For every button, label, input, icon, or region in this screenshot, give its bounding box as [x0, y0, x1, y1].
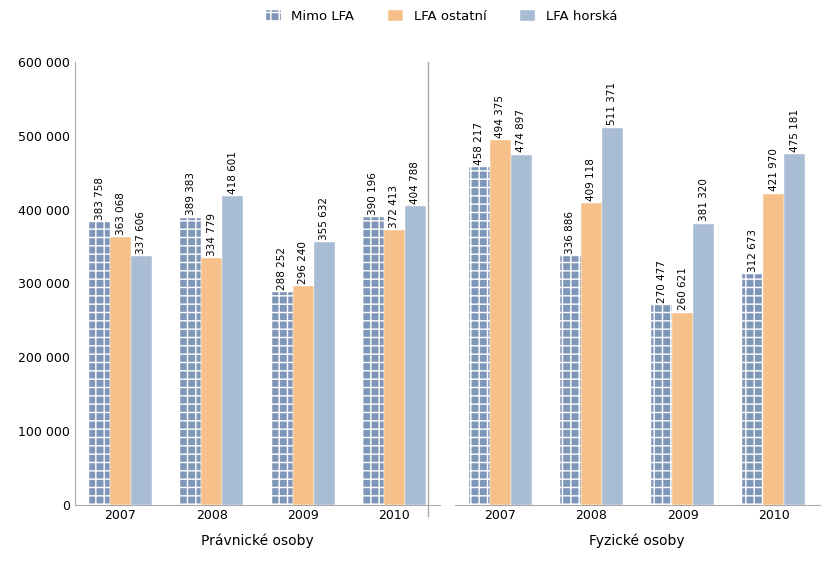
Bar: [560, 256, 581, 505]
Text: 372 413: 372 413: [389, 185, 399, 228]
Bar: [581, 203, 602, 505]
Bar: [404, 206, 426, 505]
Bar: [110, 237, 131, 505]
Bar: [602, 128, 623, 505]
X-axis label: Právnické osoby: Právnické osoby: [201, 534, 314, 548]
Bar: [271, 292, 293, 505]
Bar: [693, 223, 714, 505]
Bar: [511, 155, 532, 505]
Bar: [742, 274, 764, 505]
Bar: [363, 217, 384, 505]
Text: 409 118: 409 118: [587, 158, 597, 201]
Text: 511 371: 511 371: [607, 82, 617, 125]
Text: 474 897: 474 897: [516, 109, 526, 153]
Text: 418 601: 418 601: [228, 151, 238, 194]
Text: 312 673: 312 673: [748, 229, 758, 272]
Bar: [131, 256, 152, 505]
Text: 260 621: 260 621: [677, 268, 687, 310]
Bar: [181, 218, 201, 505]
Bar: [222, 196, 243, 505]
Text: 494 375: 494 375: [495, 95, 505, 138]
Text: 334 779: 334 779: [207, 213, 217, 256]
Bar: [314, 243, 334, 505]
Text: 336 886: 336 886: [566, 211, 576, 254]
Text: 363 068: 363 068: [116, 192, 126, 235]
Bar: [293, 286, 314, 505]
Bar: [384, 230, 404, 505]
Legend: Mimo LFA, LFA ostatní, LFA horská: Mimo LFA, LFA ostatní, LFA horská: [265, 10, 617, 23]
Text: 389 383: 389 383: [186, 172, 196, 215]
X-axis label: Fyzické osoby: Fyzické osoby: [589, 534, 685, 548]
Text: 296 240: 296 240: [298, 241, 308, 284]
Text: 383 758: 383 758: [95, 176, 105, 219]
Text: 404 788: 404 788: [410, 161, 420, 204]
Text: 381 320: 381 320: [699, 179, 709, 221]
Bar: [785, 154, 805, 505]
Text: 355 632: 355 632: [319, 197, 329, 240]
Text: 475 181: 475 181: [790, 109, 800, 152]
Bar: [764, 193, 785, 505]
Bar: [89, 222, 110, 505]
Text: 421 970: 421 970: [769, 149, 779, 192]
Text: 458 217: 458 217: [474, 122, 484, 164]
Bar: [490, 140, 511, 505]
Bar: [651, 305, 672, 505]
Bar: [201, 258, 222, 505]
Text: 270 477: 270 477: [656, 260, 666, 303]
Bar: [468, 167, 490, 505]
Bar: [672, 312, 693, 505]
Text: 337 606: 337 606: [136, 211, 146, 253]
Text: 390 196: 390 196: [369, 172, 379, 215]
Text: 288 252: 288 252: [277, 247, 287, 290]
